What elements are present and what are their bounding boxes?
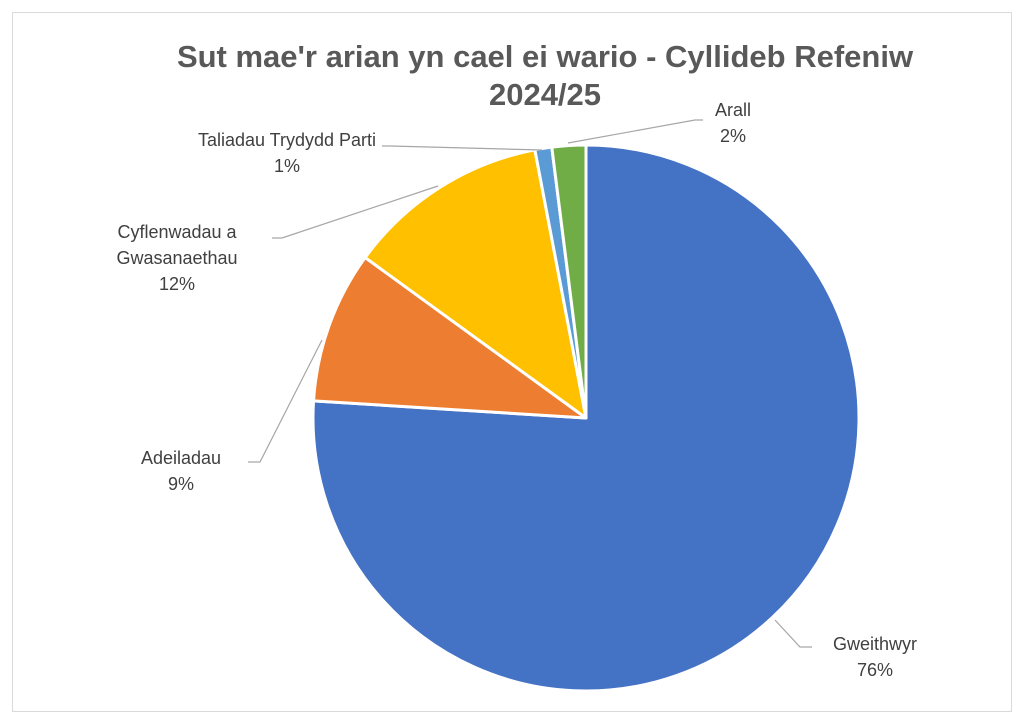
pie-slice [363, 148, 588, 420]
data-label: Adeiladau 9% [111, 445, 251, 497]
value-label: 2% [719, 126, 746, 146]
category-label: Cyflenwadau a Gwasanaethau [116, 222, 238, 268]
pie-slice [550, 143, 588, 420]
pie-slice [312, 256, 588, 420]
category-label: Arall [714, 100, 751, 120]
leader-line [567, 119, 703, 144]
data-label: Cyflenwadau a Gwasanaethau 12% [92, 219, 262, 297]
category-label: Taliadau Trydydd Parti [197, 130, 377, 150]
chart-frame [12, 12, 1012, 712]
category-label: Adeiladau [140, 448, 222, 468]
leader-line [774, 619, 812, 648]
leader-line [382, 145, 543, 151]
category-label: Gweithwyr [832, 634, 917, 654]
value-label: 1% [273, 156, 300, 176]
value-label: 12% [158, 274, 196, 294]
chart-title: Sut mae'r arian yn cael ei wario - Cylli… [176, 39, 914, 112]
data-label: Gweithwyr 76% [805, 631, 945, 683]
leader-line [248, 339, 323, 463]
data-label: Taliadau Trydydd Parti 1% [187, 127, 387, 179]
value-label: 76% [856, 660, 894, 680]
value-label: 9% [167, 474, 194, 494]
data-label: Arall 2% [693, 97, 773, 149]
leader-line [272, 185, 439, 239]
